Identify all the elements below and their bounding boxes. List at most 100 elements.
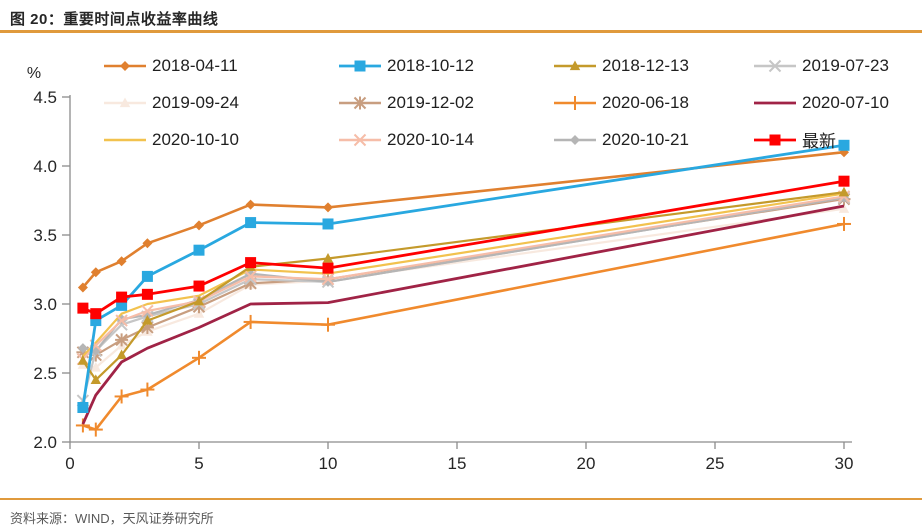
series-2020-10-10 (82, 192, 845, 358)
data-point-marker (115, 318, 128, 331)
data-point-marker (193, 280, 205, 292)
data-point-marker (838, 186, 850, 197)
data-point-marker (194, 220, 204, 231)
y-tick-label: 2.0 (33, 433, 57, 452)
data-point-marker (353, 133, 367, 146)
data-point-marker (116, 349, 127, 360)
data-point-marker (77, 343, 88, 354)
data-point-marker (142, 315, 153, 325)
legend-item-最新: 最新 (753, 127, 903, 152)
legend-item-2019-12-02: 2019-12-02 (338, 93, 553, 113)
data-point-marker (116, 256, 127, 267)
data-point-marker (245, 199, 256, 210)
series-2018-12-13 (77, 186, 850, 385)
legend-label: 2019-12-02 (387, 92, 474, 112)
data-point-marker (120, 60, 130, 71)
data-point-marker (90, 374, 102, 385)
chart-legend: 2018-04-11 2018-10-12 2018-12-13 2019-07-23… (103, 47, 903, 158)
data-point-marker (769, 134, 781, 145)
figure-footer: 资料来源：WIND，天风证券研究所 (0, 498, 922, 527)
legend-label: 2018-12-13 (602, 55, 689, 75)
data-point-marker (193, 295, 205, 306)
data-point-marker (77, 402, 89, 413)
y-tick-label: 3.0 (33, 295, 57, 314)
data-point-marker (115, 314, 128, 327)
legend-item-2019-09-24: 2019-09-24 (103, 93, 338, 113)
legend-marker-icon (754, 59, 796, 72)
series-2020-07-10 (81, 204, 845, 425)
legend-label: 2020-10-10 (152, 129, 239, 149)
data-point-marker (77, 302, 89, 314)
legend-label: 2019-07-23 (802, 55, 889, 75)
x-tick-label: 15 (448, 454, 467, 473)
data-point-marker (119, 97, 131, 107)
data-point-marker (837, 190, 851, 203)
figure-header: 图 20：重要时间点收益率曲线 (0, 0, 922, 33)
legend-item-2018-10-12: 2018-10-12 (338, 56, 553, 76)
data-point-marker (141, 304, 154, 318)
data-point-marker (321, 272, 335, 286)
data-point-marker (838, 139, 850, 151)
legend-label: 2020-06-18 (602, 92, 689, 112)
x-tick-label: 30 (835, 454, 854, 473)
legend-item-2020-10-14: 2020-10-14 (338, 130, 553, 150)
y-tick-label: 3.5 (33, 226, 57, 245)
x-tick-label: 10 (319, 454, 338, 473)
data-point-marker (244, 270, 257, 283)
y-tick-label: 2.5 (33, 364, 57, 383)
legend-marker-icon (104, 97, 146, 107)
x-tick-label: 0 (65, 454, 74, 473)
legend-label: 2018-04-11 (152, 55, 238, 75)
legend-label: 2020-07-10 (802, 92, 889, 112)
legend-item-2020-07-10: 2020-07-10 (753, 93, 903, 113)
data-point-marker (116, 291, 128, 303)
data-point-marker (768, 59, 782, 72)
legend-item-2018-04-11: 2018-04-11 (103, 56, 338, 76)
legend-label: 2019-09-24 (152, 92, 239, 112)
series-最新 (77, 175, 850, 320)
data-point-marker (116, 299, 128, 311)
legend-marker-icon (554, 60, 596, 70)
x-tick-label: 5 (194, 454, 203, 473)
data-point-marker (569, 60, 581, 70)
series-line (82, 222, 845, 431)
y-tick-label: 4.0 (33, 157, 57, 176)
legend-marker-icon (754, 101, 796, 104)
data-point-marker (142, 238, 153, 249)
figure-title: 图 20：重要时间点收益率曲线 (10, 11, 219, 28)
data-point-marker (570, 134, 580, 145)
data-point-marker (90, 315, 102, 327)
legend-item-2020-10-21: 2020-10-21 (553, 130, 753, 150)
series-line (81, 191, 845, 381)
series-2020-10-14 (76, 190, 851, 366)
data-point-marker (77, 282, 88, 293)
data-point-marker (193, 244, 205, 256)
data-point-marker (322, 252, 334, 263)
source-note: 资料来源：WIND，天风证券研究所 (10, 511, 214, 526)
legend-marker-icon (554, 95, 596, 110)
data-point-marker (354, 60, 366, 71)
data-point-marker (141, 270, 153, 282)
legend-item-2020-06-18: 2020-06-18 (553, 93, 753, 113)
legend-label: 2018-10-12 (387, 55, 474, 75)
y-axis-unit-label: % (27, 65, 41, 82)
data-point-marker (90, 267, 101, 278)
series-2018-04-11 (77, 147, 849, 293)
legend-item-2020-10-10: 2020-10-10 (103, 130, 338, 150)
data-point-marker (141, 288, 153, 300)
data-point-marker (838, 203, 850, 213)
legend-marker-icon (339, 133, 381, 146)
series-line (82, 192, 845, 358)
legend-marker-icon (554, 134, 596, 145)
x-tick-label: 25 (706, 454, 725, 473)
legend-label: 最新 (802, 132, 836, 151)
legend-marker-icon (339, 60, 381, 71)
y-tick-label: 4.5 (33, 88, 57, 107)
data-point-marker (322, 262, 334, 274)
legend-marker-icon (104, 138, 146, 141)
legend-marker-icon (339, 96, 381, 109)
data-point-marker (245, 217, 257, 229)
series-line (82, 196, 845, 352)
